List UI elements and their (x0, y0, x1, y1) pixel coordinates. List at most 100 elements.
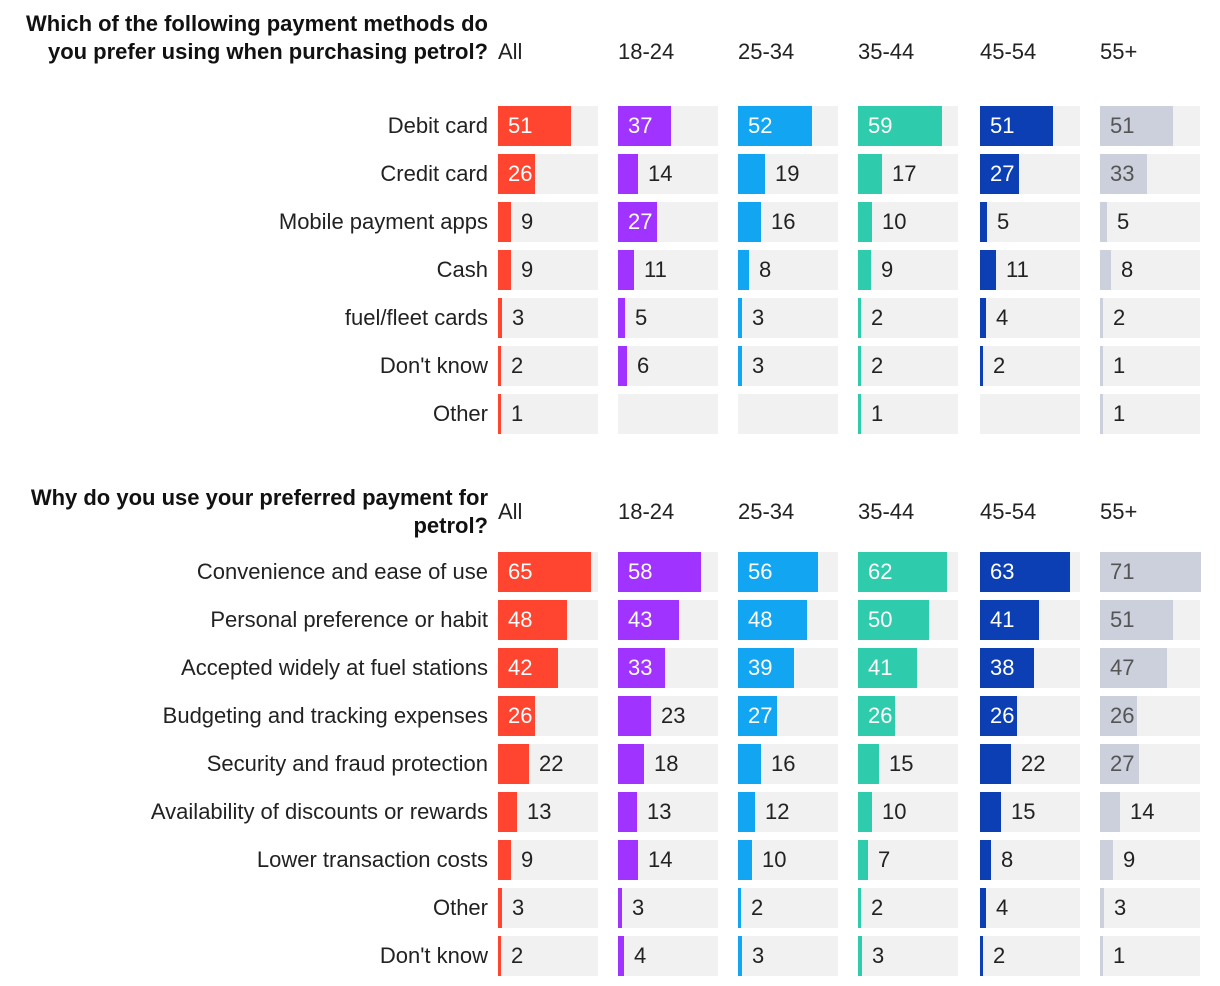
category-label: Other (432, 401, 488, 426)
category-label: Availability of discounts or rewards (150, 799, 488, 824)
bar (498, 346, 501, 386)
data-label: 12 (765, 799, 790, 824)
data-label: 8 (1121, 257, 1134, 282)
bar (498, 840, 511, 880)
bar (1100, 648, 1167, 688)
data-label: 5 (997, 209, 1010, 234)
bar (858, 792, 872, 832)
bar (498, 648, 558, 688)
data-label: 41 (868, 655, 893, 680)
data-label: 23 (661, 703, 686, 728)
data-label: 9 (881, 257, 894, 282)
data-label: 3 (752, 943, 765, 968)
bar (858, 346, 861, 386)
data-label: 9 (521, 257, 534, 282)
category-label: Mobile payment apps (278, 209, 488, 234)
data-label: 59 (868, 113, 893, 138)
data-label: 15 (1011, 799, 1036, 824)
bar (980, 106, 1053, 146)
bar (1100, 840, 1113, 880)
data-label: 47 (1110, 655, 1135, 680)
bar-track: 22 (980, 744, 1080, 784)
data-label: 5 (635, 305, 648, 330)
bar-track: 3 (858, 936, 958, 976)
category-label: Other (432, 895, 488, 920)
data-label: 13 (647, 799, 672, 824)
bar-track: 4 (618, 936, 718, 976)
bar-track: 41 (980, 600, 1080, 640)
bar-track: 47 (1100, 648, 1200, 688)
bar (618, 744, 644, 784)
bar (980, 154, 1019, 194)
bar-track: 10 (858, 202, 958, 242)
bar (498, 888, 502, 928)
bar-track: 2 (858, 298, 958, 338)
category-label: Personal preference or habit (210, 607, 488, 632)
data-label: 11 (644, 257, 667, 282)
column-label-45-54: 45-54 (980, 499, 1037, 524)
bar-track: 6 (618, 346, 718, 386)
data-label: 51 (508, 113, 533, 138)
bar-track: 3 (498, 298, 598, 338)
bar (1100, 936, 1103, 976)
data-label: 10 (762, 847, 787, 872)
category-label: Don't know (379, 353, 488, 378)
bar-track: 9 (858, 250, 958, 290)
bar (498, 744, 529, 784)
data-label: 6 (637, 353, 650, 378)
bar (858, 600, 929, 640)
bar-track: 27 (980, 154, 1080, 194)
bar-track: 2 (498, 346, 598, 386)
data-label: 14 (648, 847, 673, 872)
bar-track: 9 (498, 840, 598, 880)
data-label: 27 (748, 703, 773, 728)
bar (738, 888, 741, 928)
data-label: 1 (1113, 401, 1126, 426)
bar-track: 62 (858, 552, 958, 592)
bar-track: 51 (498, 106, 598, 146)
bar (498, 154, 535, 194)
bar (618, 250, 634, 290)
bar (498, 696, 535, 736)
category-label: Lower transaction costs (256, 847, 488, 872)
bar (618, 346, 627, 386)
data-label: 48 (508, 607, 533, 632)
data-label: 62 (868, 559, 893, 584)
data-label: 26 (1110, 703, 1135, 728)
data-label: 26 (508, 703, 533, 728)
bar-track: 12 (738, 792, 838, 832)
bar-track: 15 (858, 744, 958, 784)
data-label: 9 (521, 209, 534, 234)
bar-track: 11 (618, 250, 718, 290)
bar-track: 50 (858, 600, 958, 640)
bar (980, 888, 986, 928)
chart-title: Which of the following payment methods d… (26, 11, 488, 64)
bar (980, 202, 987, 242)
data-label: 38 (990, 655, 1015, 680)
bar (738, 840, 752, 880)
bar-track: 38 (980, 648, 1080, 688)
bar-track: 65 (498, 552, 598, 592)
bar (618, 202, 657, 242)
bar (618, 106, 671, 146)
bar (498, 792, 517, 832)
category-label: Credit card (380, 161, 488, 186)
bar-track: 51 (1100, 600, 1200, 640)
data-label: 4 (634, 943, 647, 968)
bar (858, 106, 942, 146)
data-label: 2 (511, 353, 524, 378)
bar-track: 3 (738, 936, 838, 976)
bar (1100, 154, 1147, 194)
data-label: 2 (1113, 305, 1126, 330)
bar (1100, 250, 1111, 290)
bar-track (618, 394, 718, 434)
bar (858, 298, 861, 338)
data-label: 15 (889, 751, 914, 776)
bar-track: 1 (1100, 936, 1200, 976)
chart-title: Why do you use your preferred payment fo… (30, 485, 488, 538)
data-label: 65 (508, 559, 533, 584)
bar-track: 3 (738, 298, 838, 338)
bar-track: 9 (498, 250, 598, 290)
data-label: 51 (990, 113, 1015, 138)
bar-track: 26 (1100, 696, 1200, 736)
